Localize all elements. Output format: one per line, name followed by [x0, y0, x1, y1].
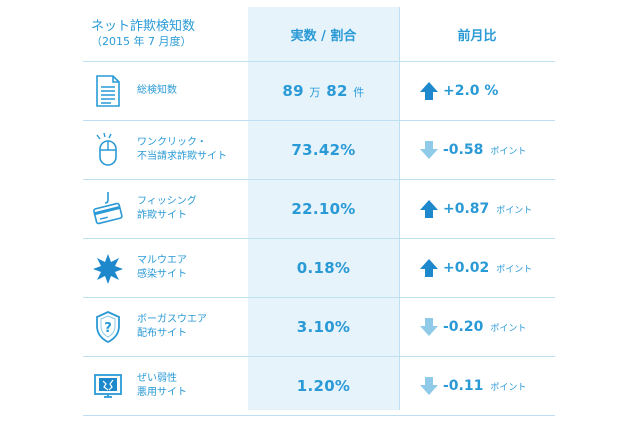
credit-card-hook-icon	[93, 192, 123, 226]
row-label-line1: ワンクリック・	[137, 137, 207, 148]
table-header: ネット詐欺検知数 （2015 年 7 月度） 実数 / 割合 前月比	[83, 7, 555, 62]
row-label: 総検知数	[137, 62, 177, 120]
row-value: 3.10%	[296, 318, 351, 336]
row-value: 22.10%	[291, 200, 356, 218]
header-title-cell: ネット詐欺検知数 （2015 年 7 月度）	[83, 7, 248, 61]
row-label: ぜい弱性 悪用サイト	[137, 357, 187, 415]
change-value: -0.58	[443, 142, 484, 158]
svg-text:?: ?	[104, 321, 112, 336]
row-value: 73.42%	[291, 141, 356, 159]
change-value: +0.87	[443, 201, 490, 217]
row-value: 0.18%	[296, 259, 351, 277]
up-arrow-icon	[420, 82, 438, 100]
fraud-detection-table: ネット詐欺検知数 （2015 年 7 月度） 実数 / 割合 前月比 総検知数 …	[83, 7, 555, 416]
row-change-cell: +2.0 %	[399, 62, 555, 120]
row-label-line1: ボーガスウエア	[137, 314, 207, 325]
change-value: +0.02	[443, 260, 490, 276]
header-subtitle: （2015 年 7 月度）	[91, 35, 192, 48]
total-count-number2: 82	[326, 82, 348, 100]
row-value-cell: 0.18%	[248, 239, 399, 297]
table-row-one-click: ワンクリック・ 不当請求詐欺サイト 73.42% -0.58 ポイント	[83, 121, 555, 180]
change-unit: ポイント	[490, 146, 527, 157]
table-row-bogusware: ? ボーガスウエア 配布サイト 3.10% -0.20 ポイント	[83, 298, 555, 357]
malware-burst-icon	[93, 251, 123, 285]
table-row-malware: マルウエア 感染サイト 0.18% +0.02 ポイント	[83, 239, 555, 298]
down-arrow-icon	[420, 141, 438, 159]
mouse-click-icon	[93, 133, 123, 167]
row-change-cell: +0.87 ポイント	[399, 180, 555, 238]
header-change-label: 前月比	[457, 28, 497, 44]
row-label-line1: マルウエア	[137, 255, 187, 266]
row-label-line2: 詐欺サイト	[137, 210, 187, 221]
up-arrow-icon	[420, 200, 438, 218]
row-label-line2: 配布サイト	[137, 328, 187, 339]
row-change-cell: +0.02 ポイント	[399, 239, 555, 297]
row-label-line2: 悪用サイト	[137, 387, 187, 398]
row-value-cell: 22.10%	[248, 180, 399, 238]
change-unit: ポイント	[490, 323, 527, 334]
change-unit: ポイント	[490, 382, 527, 393]
row-change-cell: -0.11 ポイント	[399, 357, 555, 415]
down-arrow-icon	[420, 318, 438, 336]
up-arrow-icon	[420, 259, 438, 277]
row-value-cell: 3.10%	[248, 298, 399, 356]
change-value: -0.20	[443, 319, 484, 335]
row-change-cell: -0.20 ポイント	[399, 298, 555, 356]
row-label-line1: 総検知数	[137, 85, 177, 96]
change-unit: ポイント	[496, 205, 533, 216]
vulnerable-monitor-icon	[93, 369, 123, 403]
total-count-number1: 89	[282, 82, 304, 100]
row-label: ボーガスウエア 配布サイト	[137, 298, 207, 356]
change-unit: ポイント	[496, 264, 533, 275]
row-value-cell: 1.20%	[248, 357, 399, 415]
total-count-value: 89 万 82 件	[282, 82, 364, 100]
document-icon	[93, 74, 123, 108]
change-value: +2.0 %	[443, 83, 499, 99]
column-divider	[399, 7, 400, 410]
header-title: ネット詐欺検知数	[91, 19, 196, 34]
header-value-label: 実数 / 割合	[290, 28, 357, 44]
shield-question-icon: ?	[93, 310, 123, 344]
row-change-cell: -0.58 ポイント	[399, 121, 555, 179]
total-count-unit1: 万	[309, 86, 321, 99]
row-label-line1: フィッシング	[137, 196, 197, 207]
total-count-unit2: 件	[353, 86, 365, 99]
header-change-cell: 前月比	[399, 7, 555, 61]
row-label: マルウエア 感染サイト	[137, 239, 187, 297]
table-row-vulnerability: ぜい弱性 悪用サイト 1.20% -0.11 ポイント	[83, 357, 555, 416]
row-label-line2: 感染サイト	[137, 269, 187, 280]
value-column-background	[248, 7, 399, 410]
row-label-line2: 不当請求詐欺サイト	[137, 151, 227, 162]
table-row-total: 総検知数 89 万 82 件 +2.0 %	[83, 62, 555, 121]
row-value-cell: 73.42%	[248, 121, 399, 179]
row-value-cell: 89 万 82 件	[248, 62, 399, 120]
change-value: -0.11	[443, 378, 484, 394]
row-label: ワンクリック・ 不当請求詐欺サイト	[137, 121, 227, 179]
row-value: 1.20%	[296, 377, 351, 395]
header-value-cell: 実数 / 割合	[248, 7, 399, 61]
table-row-phishing: フィッシング 詐欺サイト 22.10% +0.87 ポイント	[83, 180, 555, 239]
row-label: フィッシング 詐欺サイト	[137, 180, 197, 238]
row-label-line1: ぜい弱性	[137, 373, 177, 384]
down-arrow-icon	[420, 377, 438, 395]
